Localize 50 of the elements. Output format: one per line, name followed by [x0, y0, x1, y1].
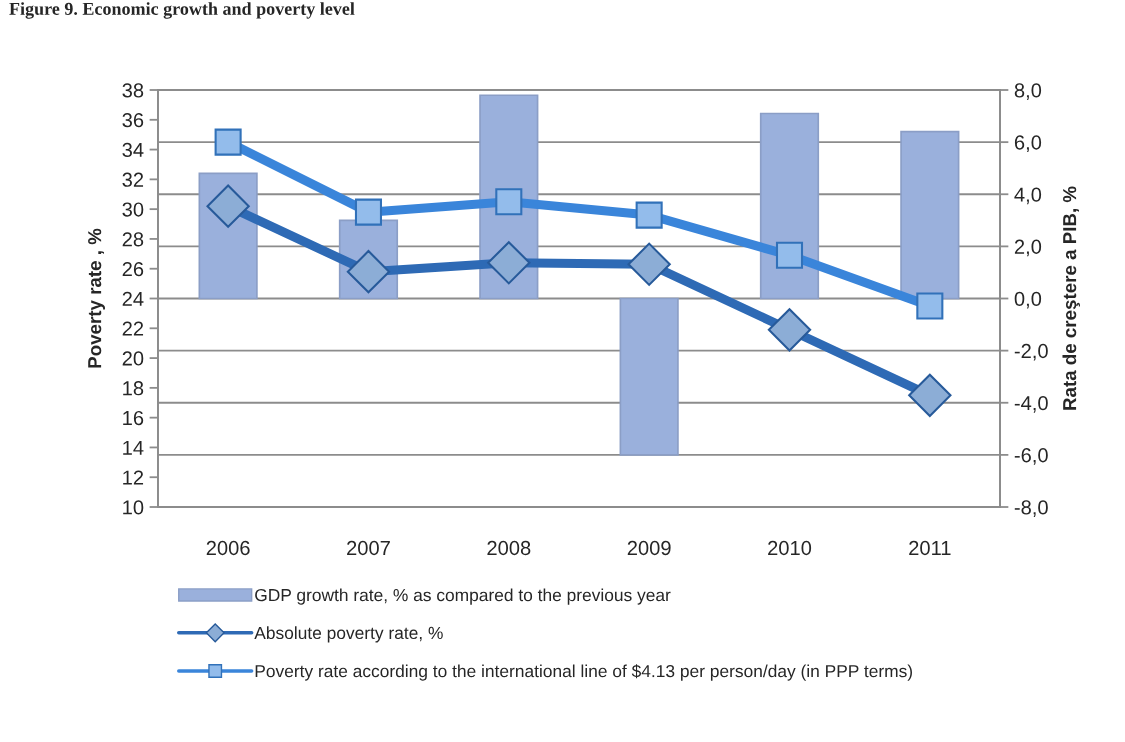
x-tick-label: 2009	[627, 540, 671, 556]
y-tick-label: 36	[122, 113, 144, 128]
y-tick-label: 18	[123, 381, 144, 396]
point	[495, 188, 523, 216]
legend-label: Absolute poverty rate, %	[254, 626, 443, 643]
x-tick-label: 2007	[347, 540, 390, 556]
y2-tick-label: 6,0	[1014, 135, 1042, 152]
y-tick-label: 10	[123, 500, 144, 515]
y-tick-label: 30	[122, 202, 144, 217]
y2-tick-label: 0,0	[1014, 291, 1042, 309]
bar	[759, 112, 820, 300]
y-tick-label: 16	[123, 410, 144, 426]
y-tick-label: 34	[122, 142, 144, 158]
y-tick-label: 20	[122, 351, 144, 366]
point	[354, 198, 383, 226]
y2-tick-label: 8,0	[1014, 83, 1042, 100]
y-tick-label: 22	[122, 321, 144, 336]
y2-tick-label: -2,0	[1014, 343, 1048, 361]
legend-label: GDP growth rate, % as compared to the previous year	[255, 588, 671, 605]
point	[916, 292, 944, 320]
chart-title: Figure 9. Economic growth and poverty level	[9, 2, 355, 19]
bar	[900, 130, 960, 300]
point	[767, 308, 812, 352]
point	[635, 201, 663, 229]
y-tick-label: 24	[122, 291, 144, 306]
y-tick-label: 26	[122, 261, 144, 277]
x-tick-label: 2006	[206, 540, 250, 556]
point	[627, 242, 671, 286]
x-tick-label: 2010	[768, 540, 812, 556]
y2-axis-title: Rata de creştere a PIB, %	[1062, 186, 1080, 410]
y-tick-label: 38	[122, 83, 144, 98]
point	[775, 241, 804, 269]
x-tick-label: 2011	[909, 540, 951, 556]
y2-tick-label: -4,0	[1014, 395, 1048, 413]
x-tick-label: 2008	[487, 540, 531, 556]
y2-tick-label: -8,0	[1014, 500, 1048, 517]
y2-tick-label: 4,0	[1014, 187, 1042, 205]
point	[214, 128, 242, 156]
legend-label: Poverty rate according to the international line of $4.13 per person/day (in PPP terms)	[255, 664, 912, 681]
y-tick-label: 12	[123, 470, 144, 485]
y2-tick-label: 2,0	[1014, 239, 1042, 257]
y-tick-label: 14	[123, 440, 144, 455]
point	[206, 184, 250, 228]
y-axis-title: Poverty rate , %	[88, 228, 105, 368]
y-tick-label: 32	[122, 172, 144, 187]
point	[908, 373, 952, 417]
y2-tick-label: -6,0	[1014, 448, 1048, 465]
y-tick-label: 28	[122, 232, 144, 247]
point	[487, 241, 531, 285]
bar	[619, 297, 679, 456]
